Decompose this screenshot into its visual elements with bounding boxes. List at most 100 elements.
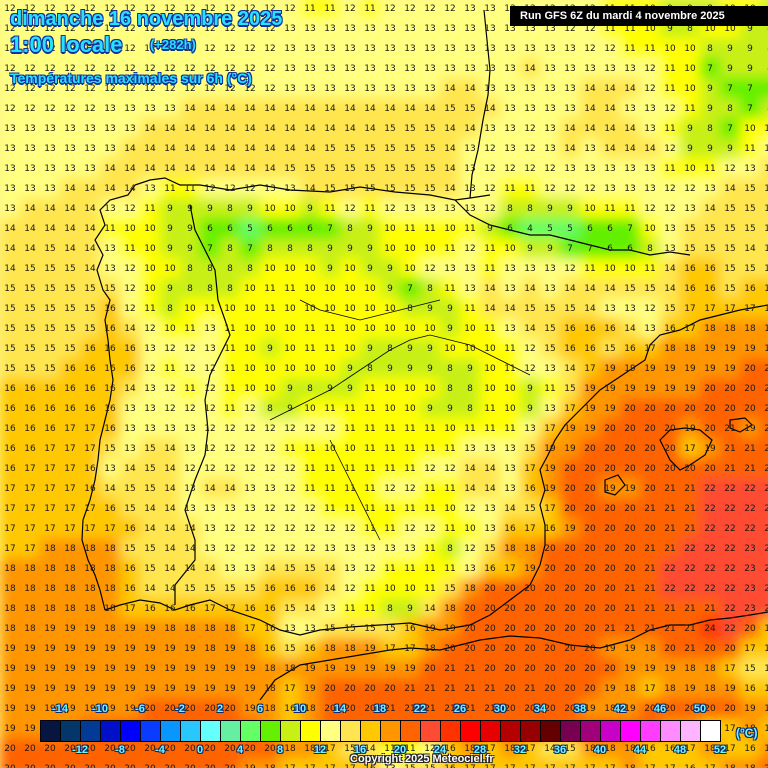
svg-text:23: 23 [764, 544, 768, 554]
svg-text:14: 14 [524, 324, 536, 334]
svg-text:21: 21 [484, 684, 495, 694]
svg-text:14: 14 [164, 544, 176, 554]
svg-text:20: 20 [604, 664, 616, 674]
svg-text:16: 16 [524, 484, 536, 494]
svg-text:21: 21 [684, 484, 695, 494]
svg-text:13: 13 [184, 504, 195, 514]
svg-text:14: 14 [124, 384, 136, 394]
svg-text:12: 12 [544, 184, 555, 194]
svg-text:8: 8 [227, 244, 233, 254]
svg-text:19: 19 [124, 704, 136, 714]
svg-text:20: 20 [644, 524, 656, 534]
svg-text:13: 13 [324, 604, 335, 614]
svg-text:20: 20 [64, 744, 76, 754]
svg-text:12: 12 [264, 424, 275, 434]
svg-text:15: 15 [44, 344, 55, 354]
svg-text:18: 18 [304, 744, 316, 754]
svg-text:15: 15 [664, 304, 675, 314]
svg-text:13: 13 [504, 484, 515, 494]
svg-text:17: 17 [304, 764, 315, 768]
svg-text:13: 13 [104, 144, 115, 154]
color-swatch [361, 721, 381, 741]
svg-text:7: 7 [727, 124, 733, 134]
svg-text:9: 9 [567, 204, 573, 214]
svg-text:15: 15 [404, 124, 415, 134]
svg-text:11: 11 [544, 384, 555, 394]
svg-text:15: 15 [744, 204, 755, 214]
svg-text:11: 11 [364, 444, 375, 454]
svg-text:17: 17 [484, 744, 495, 754]
svg-text:15: 15 [44, 264, 55, 274]
svg-text:13: 13 [144, 344, 155, 354]
svg-text:20: 20 [244, 744, 256, 754]
svg-text:12: 12 [164, 84, 175, 94]
svg-text:14: 14 [464, 484, 476, 494]
svg-text:19: 19 [44, 644, 56, 654]
svg-text:12: 12 [284, 504, 295, 514]
svg-text:19: 19 [584, 704, 596, 714]
svg-text:21: 21 [524, 684, 535, 694]
svg-text:22: 22 [704, 584, 715, 594]
svg-text:18: 18 [344, 644, 356, 654]
svg-text:11: 11 [624, 44, 635, 54]
scale-label-bottom: 0 [196, 744, 204, 756]
svg-text:7: 7 [327, 224, 333, 234]
svg-text:16: 16 [264, 624, 276, 634]
svg-text:20: 20 [664, 644, 676, 654]
svg-text:10: 10 [384, 584, 396, 594]
svg-text:12: 12 [444, 4, 455, 14]
svg-text:12: 12 [204, 64, 215, 74]
svg-text:14: 14 [624, 124, 636, 134]
svg-text:22: 22 [664, 584, 675, 594]
svg-text:17: 17 [524, 464, 535, 474]
svg-text:9: 9 [187, 244, 193, 254]
svg-text:11: 11 [204, 304, 215, 314]
svg-text:13: 13 [464, 204, 475, 214]
svg-text:13: 13 [644, 184, 655, 194]
svg-text:22: 22 [724, 624, 735, 634]
svg-text:10: 10 [444, 504, 456, 514]
svg-text:20: 20 [544, 704, 556, 714]
svg-text:21: 21 [664, 544, 675, 554]
svg-text:14: 14 [484, 304, 496, 314]
svg-text:12: 12 [184, 24, 195, 34]
svg-text:14: 14 [244, 164, 256, 174]
svg-text:14: 14 [4, 224, 16, 234]
svg-text:12: 12 [164, 24, 175, 34]
svg-text:10: 10 [684, 64, 696, 74]
svg-text:11: 11 [264, 304, 275, 314]
svg-text:11: 11 [444, 564, 455, 574]
svg-text:10: 10 [324, 444, 336, 454]
svg-text:12: 12 [284, 464, 295, 474]
svg-text:19: 19 [744, 704, 756, 714]
svg-text:14: 14 [564, 144, 576, 154]
svg-text:11: 11 [164, 364, 175, 374]
svg-text:15: 15 [284, 644, 295, 654]
svg-text:12: 12 [464, 544, 475, 554]
svg-text:12: 12 [124, 204, 135, 214]
svg-text:19: 19 [544, 484, 556, 494]
svg-text:6: 6 [627, 244, 633, 254]
svg-text:10: 10 [384, 244, 396, 254]
svg-text:17: 17 [744, 644, 755, 654]
svg-text:10: 10 [444, 424, 456, 434]
svg-text:13: 13 [104, 264, 115, 274]
svg-text:16: 16 [124, 564, 136, 574]
svg-text:15: 15 [44, 364, 55, 374]
svg-text:10: 10 [244, 284, 256, 294]
svg-text:11: 11 [224, 324, 235, 334]
svg-text:19: 19 [684, 684, 696, 694]
svg-text:20: 20 [664, 464, 676, 474]
scale-label-bottom: 36 [553, 744, 567, 756]
svg-text:15: 15 [644, 284, 655, 294]
svg-text:17: 17 [64, 484, 75, 494]
svg-text:12: 12 [384, 4, 395, 14]
svg-text:14: 14 [304, 184, 316, 194]
svg-text:15: 15 [364, 164, 375, 174]
svg-text:20: 20 [604, 564, 616, 574]
svg-text:12: 12 [264, 544, 275, 554]
svg-text:12: 12 [284, 484, 295, 494]
svg-text:14: 14 [284, 104, 296, 114]
svg-text:20: 20 [204, 764, 216, 768]
svg-text:22: 22 [744, 484, 755, 494]
